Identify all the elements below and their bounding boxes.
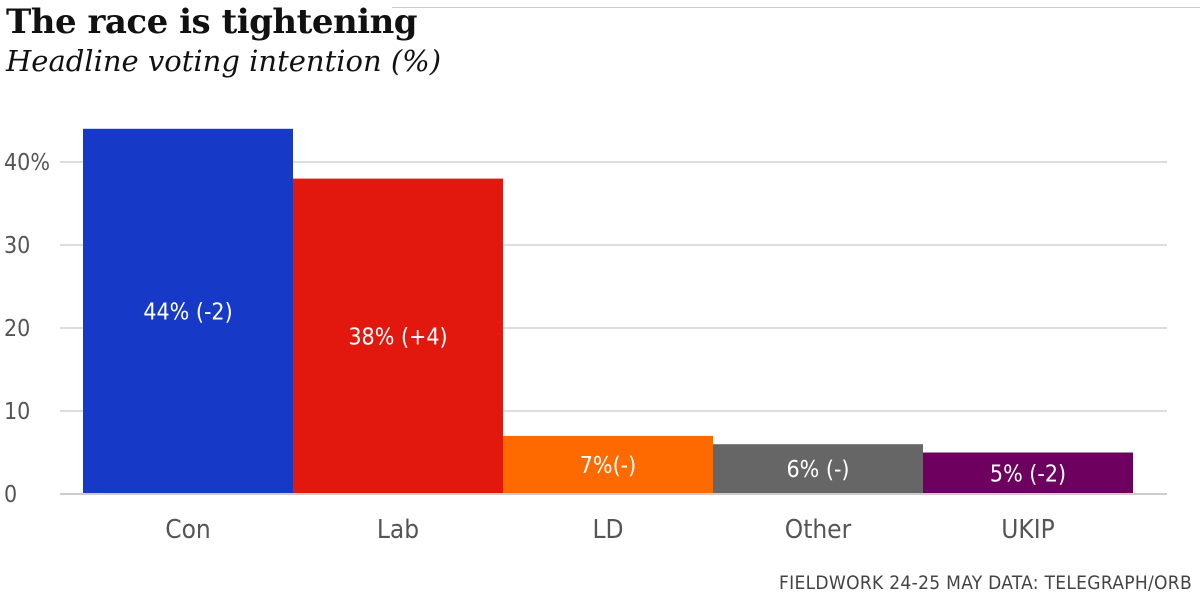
x-tick-label-ukip: UKIP	[1001, 515, 1054, 545]
x-tick-label-con: Con	[165, 515, 210, 545]
data-label-other: 6% (-)	[786, 457, 849, 483]
bar-other[interactable]	[713, 444, 923, 494]
bar-ukip[interactable]	[923, 452, 1133, 495]
x-tick-label-lab: Lab	[377, 515, 419, 545]
bar-con[interactable]	[83, 128, 293, 495]
y-tick-label-30: 30	[4, 233, 30, 259]
source-note: FIELDWORK 24-25 MAY DATA: TELEGRAPH/ORB	[779, 572, 1192, 594]
top-rule	[392, 7, 1200, 8]
data-label-ld: 7%(-)	[580, 453, 636, 479]
chart-subtitle: Headline voting intention (%)	[6, 44, 442, 78]
y-tick-label-20: 20	[4, 316, 30, 342]
x-tick-label-ld: LD	[592, 515, 623, 545]
bar-lab[interactable]	[293, 178, 503, 494]
bar-ld[interactable]	[503, 435, 713, 494]
chart-title: The race is tightening	[6, 2, 418, 42]
x-tick-label-other: Other	[785, 515, 852, 545]
data-label-con: 44% (-2)	[143, 299, 232, 325]
y-tick-label-10: 10	[4, 399, 30, 425]
y-tick-label-40: 40%	[4, 150, 50, 176]
y-tick-label-0: 0	[4, 482, 17, 508]
data-label-lab: 38% (+4)	[348, 324, 447, 350]
data-label-ukip: 5% (-2)	[990, 461, 1066, 487]
